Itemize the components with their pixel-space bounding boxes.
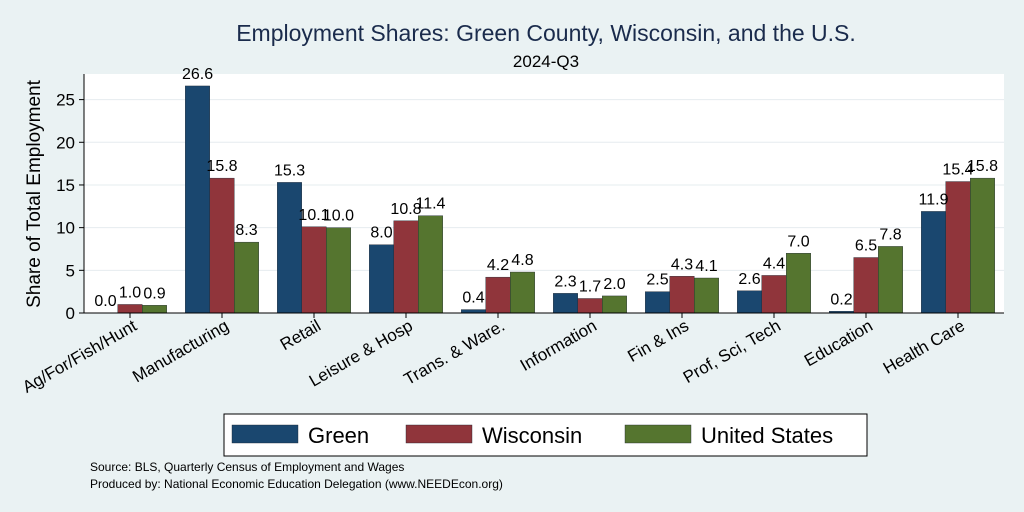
- chart-subtitle: 2024-Q3: [513, 52, 579, 71]
- data-label: 11.9: [919, 191, 949, 208]
- data-label: 0.2: [830, 291, 852, 308]
- x-tick-label: Manufacturing: [129, 316, 232, 386]
- data-label: 4.8: [511, 252, 533, 269]
- data-label: 8.0: [370, 225, 392, 242]
- bar-united-states: [694, 277, 719, 314]
- bar-united-states: [510, 271, 535, 314]
- x-tick-label: Fin & Ins: [624, 316, 692, 366]
- x-tick-label: Retail: [277, 316, 324, 354]
- bar-united-states: [878, 246, 903, 314]
- data-label: 7.0: [787, 233, 809, 250]
- bar-green: [921, 211, 946, 314]
- data-label: 26.6: [182, 66, 213, 83]
- x-tick-label: Health Care: [880, 316, 968, 378]
- legend-swatch-green: [231, 424, 299, 444]
- data-label: 10.8: [390, 201, 421, 218]
- x-tick-label: Trans. & Ware.: [401, 316, 508, 389]
- legend-swatch-wisconsin: [405, 424, 473, 444]
- bar-green: [645, 291, 670, 314]
- y-tick-label: 10: [56, 219, 75, 238]
- bar-united-states: [234, 241, 259, 314]
- bar-united-states: [142, 305, 167, 314]
- legend-label: United States: [701, 423, 833, 448]
- data-label: 2.6: [738, 271, 760, 288]
- data-label: 2.3: [554, 273, 576, 290]
- data-label: 0.0: [94, 293, 116, 310]
- bar-green: [369, 244, 394, 314]
- bar-wisconsin: [485, 276, 511, 314]
- bar-wisconsin: [669, 276, 695, 314]
- bar-green: [553, 293, 578, 314]
- data-label: 7.8: [879, 226, 901, 243]
- data-label: 10.0: [323, 208, 354, 225]
- data-label: 4.1: [695, 258, 717, 275]
- data-label: 15.4: [942, 162, 973, 179]
- legend-box: [223, 413, 868, 457]
- bar-wisconsin: [393, 220, 419, 314]
- legend-swatch-united-states: [624, 424, 692, 444]
- bar-united-states: [786, 253, 811, 314]
- y-tick-label: 20: [56, 133, 75, 152]
- data-label: 11.4: [415, 196, 445, 213]
- bar-united-states: [418, 215, 443, 314]
- bar-wisconsin: [945, 181, 971, 314]
- x-tick-label: Education: [801, 316, 876, 370]
- bar-wisconsin: [301, 226, 327, 314]
- y-tick-label: 15: [56, 176, 75, 195]
- bar-green: [277, 182, 302, 314]
- data-label: 0.9: [143, 285, 165, 302]
- bar-united-states: [602, 295, 627, 314]
- bar-wisconsin: [117, 304, 143, 314]
- bar-wisconsin: [853, 257, 879, 314]
- x-tick-label: Leisure & Hosp: [306, 316, 416, 391]
- bar-wisconsin: [577, 298, 603, 314]
- x-tick-label: Ag/For/Fish/Hunt: [19, 316, 140, 397]
- data-label: 15.8: [967, 158, 998, 175]
- y-tick-label: 0: [66, 304, 75, 323]
- producer-note: Produced by: National Economic Education…: [90, 477, 503, 491]
- source-note: Source: BLS, Quarterly Census of Employm…: [90, 460, 404, 474]
- data-labels-group: 0.01.0 0.926.615.88.315.310.110.08.010.81…: [94, 66, 998, 310]
- y-axis-title: Share of Total Employment: [24, 79, 45, 307]
- data-label: 1.0: [119, 284, 141, 301]
- chart-title: Employment Shares: Green County, Wiscons…: [236, 20, 856, 46]
- data-label: 15.3: [274, 162, 305, 179]
- bar-wisconsin: [761, 275, 787, 314]
- data-label: 6.5: [855, 238, 877, 255]
- y-tick-label: 25: [56, 91, 75, 110]
- bar-green: [737, 290, 762, 314]
- data-label: 10.1: [298, 207, 329, 224]
- bar-wisconsin: [209, 177, 235, 314]
- bar-united-states: [326, 227, 351, 314]
- legend-label: Green: [308, 423, 369, 448]
- legend: Green Wisconsin United States: [223, 413, 868, 457]
- bar-series-group: [117, 85, 995, 314]
- data-label: 1.7: [579, 278, 601, 295]
- y-tick-label: 5: [66, 261, 75, 280]
- data-label: 2.0: [603, 276, 625, 293]
- data-label: 4.2: [487, 257, 509, 274]
- bar-green: [461, 309, 486, 314]
- bar-green: [185, 85, 210, 314]
- data-label: 0.4: [462, 290, 484, 307]
- data-label: 4.3: [671, 256, 693, 273]
- bar-united-states: [970, 177, 995, 314]
- x-tick-label: Information: [517, 316, 600, 375]
- legend-label: Wisconsin: [482, 423, 582, 448]
- data-label: 8.3: [235, 222, 257, 239]
- x-tick-label: Prof, Sci, Tech: [680, 316, 784, 387]
- data-label: 2.5: [646, 272, 668, 289]
- data-label: 15.8: [206, 158, 237, 175]
- data-label: 4.4: [763, 255, 785, 272]
